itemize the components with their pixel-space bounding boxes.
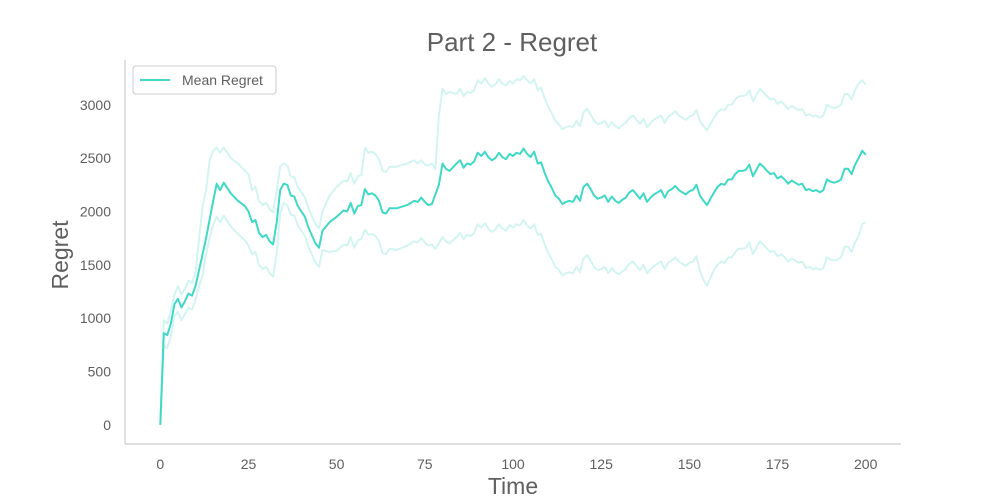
x-tick-150: 150 xyxy=(678,456,702,472)
mean-regret-line xyxy=(159,147,867,425)
x-tick-labels: 0 25 50 75 100 125 150 175 200 xyxy=(156,456,877,472)
y-tick-0: 0 xyxy=(103,417,111,433)
x-tick-200: 200 xyxy=(854,456,878,472)
lower-bound-line xyxy=(159,201,867,425)
y-tick-labels: 0 500 1000 1500 2000 2500 3000 xyxy=(80,97,111,433)
x-tick-0: 0 xyxy=(156,456,164,472)
legend: Mean Regret xyxy=(132,65,277,95)
x-tick-125: 125 xyxy=(590,456,614,472)
x-tick-25: 25 xyxy=(241,456,257,472)
x-axis-label: Time xyxy=(488,473,538,499)
mean-regret-series xyxy=(159,147,867,425)
x-tick-100: 100 xyxy=(501,456,525,472)
y-tick-3000: 3000 xyxy=(80,97,111,113)
x-tick-175: 175 xyxy=(766,456,790,472)
y-tick-2500: 2500 xyxy=(80,150,111,166)
y-tick-1000: 1000 xyxy=(80,310,111,326)
y-tick-2000: 2000 xyxy=(80,204,111,220)
upper-bound-line xyxy=(159,75,867,425)
x-tick-50: 50 xyxy=(329,456,345,472)
legend-label-mean-regret: Mean Regret xyxy=(182,72,263,88)
chart-title: Part 2 - Regret xyxy=(427,27,598,57)
legend-box xyxy=(132,65,277,95)
confidence-bands xyxy=(159,75,867,425)
y-axis-label: Regret xyxy=(47,220,73,290)
x-tick-75: 75 xyxy=(417,456,433,472)
y-tick-1500: 1500 xyxy=(80,257,111,273)
y-tick-500: 500 xyxy=(88,364,112,380)
